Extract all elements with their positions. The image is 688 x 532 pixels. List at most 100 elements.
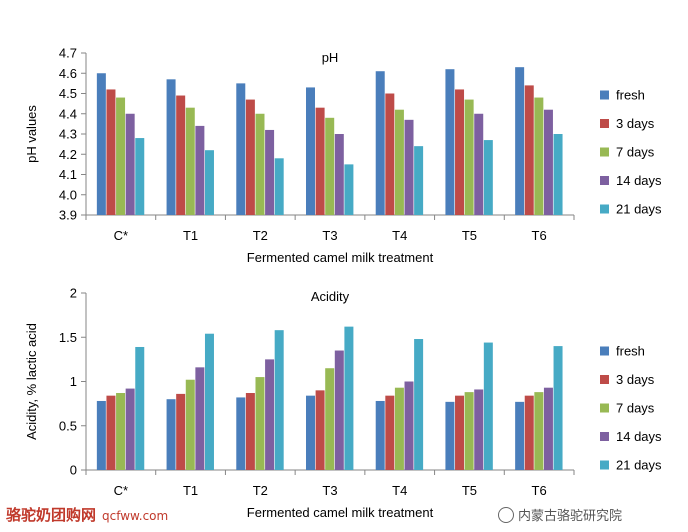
footer-site-url: qcfww.com (102, 509, 169, 523)
legend-swatch (600, 204, 609, 214)
legend-swatch (600, 346, 609, 356)
bar-3-days-T6 (524, 85, 534, 216)
bar-21-days-T3 (344, 164, 354, 215)
bar-fresh-T4 (375, 71, 385, 215)
legend-label: 3 days (616, 116, 655, 131)
legend-label: 7 days (616, 145, 655, 160)
bar-14-days-C (125, 388, 135, 470)
legend-swatch (600, 119, 609, 128)
bar-7-days-T5 (464, 392, 474, 470)
bar-fresh-T3 (306, 395, 315, 470)
x-tick-label: T1 (183, 228, 198, 243)
bar-14-days-T2 (265, 359, 275, 470)
y-tick-label: 1 (70, 374, 77, 389)
bar-14-days-T4 (404, 119, 414, 215)
bar-3-days-T6 (524, 395, 534, 470)
footer-site-name: 骆驼奶团购网 (6, 506, 97, 524)
bar-21-days-T6 (553, 346, 563, 470)
bar-fresh-T6 (515, 401, 525, 470)
bar-14-days-T1 (195, 367, 205, 470)
footer-watermark-left: 骆驼奶团购网 qcfww.com (6, 504, 168, 525)
y-tick-label: 2 (70, 286, 77, 301)
bar-3-days-T1 (176, 393, 186, 470)
x-tick-label: T4 (392, 228, 407, 243)
bar-14-days-T1 (195, 125, 205, 215)
y-tick-label: 4.6 (59, 66, 77, 81)
x-tick-label: T5 (462, 483, 477, 498)
bar-7-days-T3 (325, 117, 335, 215)
bar-7-days-T3 (325, 368, 335, 470)
legend-label: 21 days (616, 202, 662, 217)
bar-7-days-T2 (255, 377, 265, 470)
bar-fresh-T4 (375, 400, 385, 470)
legend-label: 14 days (616, 173, 662, 188)
y-axis-label: Acidity, % lactic acid (24, 323, 39, 440)
bar-7-days-T4 (394, 387, 404, 470)
wechat-icon (498, 507, 514, 523)
x-tick-label: T1 (183, 483, 198, 498)
y-tick-label: 0 (70, 463, 77, 478)
bar-21-days-T2 (274, 330, 284, 470)
y-axis-label: pH values (24, 105, 39, 163)
legend-swatch (600, 432, 609, 441)
bar-21-days-T2 (274, 158, 284, 215)
x-tick-label: C* (114, 483, 128, 498)
legend-swatch (600, 176, 609, 185)
bar-7-days-C (116, 97, 126, 215)
bar-21-days-T4 (414, 339, 424, 470)
legend-label: 7 days (616, 401, 655, 416)
legend-label: fresh (616, 344, 645, 359)
y-tick-label: 4.4 (59, 106, 77, 121)
chart-title: Acidity (311, 289, 350, 304)
bar-21-days-C (135, 138, 145, 215)
bar-fresh-T3 (306, 87, 315, 215)
legend-swatch (600, 147, 609, 157)
bar-fresh-T6 (515, 67, 525, 215)
x-tick-label: C* (114, 228, 128, 243)
y-tick-label: 4.3 (59, 127, 77, 142)
bar-3-days-T5 (455, 89, 465, 215)
legend-swatch (600, 403, 609, 413)
bar-14-days-T3 (334, 134, 344, 215)
bar-14-days-C (125, 113, 135, 215)
bar-3-days-T3 (315, 390, 325, 470)
footer-watermark-right: 内蒙古骆驼研究院 (498, 505, 622, 524)
bar-14-days-T3 (334, 350, 344, 470)
bar-3-days-T4 (385, 395, 395, 470)
bar-21-days-T1 (204, 333, 214, 470)
bar-7-days-T1 (185, 379, 195, 470)
bar-21-days-T6 (553, 134, 563, 215)
bar-14-days-T5 (474, 113, 484, 215)
bar-fresh-T2 (236, 397, 246, 470)
chart-title: pH (322, 50, 339, 65)
x-tick-label: T2 (253, 483, 268, 498)
bar-3-days-T5 (455, 395, 465, 470)
bar-7-days-C (116, 393, 126, 470)
y-tick-label: 3.9 (59, 208, 77, 223)
x-tick-label: T4 (392, 483, 407, 498)
bar-7-days-T5 (464, 99, 474, 215)
bar-fresh-T2 (236, 83, 246, 215)
bar-3-days-C (106, 89, 116, 215)
y-tick-label: 0.5 (59, 418, 77, 433)
bar-7-days-T4 (394, 109, 404, 215)
x-tick-label: T3 (322, 228, 337, 243)
bar-fresh-T1 (166, 79, 176, 215)
legend-label: 3 days (616, 372, 655, 387)
x-tick-label: T5 (462, 228, 477, 243)
bar-14-days-T5 (474, 389, 484, 470)
bar-fresh-T5 (445, 69, 455, 215)
footer-account-name: 内蒙古骆驼研究院 (518, 509, 623, 524)
bar-3-days-T3 (315, 107, 325, 215)
bar-fresh-T1 (166, 399, 176, 470)
bar-21-days-T5 (483, 140, 493, 215)
bar-14-days-T6 (543, 109, 553, 215)
y-tick-label: 4.1 (59, 167, 77, 182)
bar-21-days-T3 (344, 326, 354, 470)
bar-3-days-T1 (176, 95, 186, 215)
bar-14-days-T2 (265, 129, 275, 215)
bar-fresh-C (96, 73, 106, 215)
legend-swatch (600, 90, 609, 100)
legend-label: 14 days (616, 429, 662, 444)
bar-3-days-T2 (245, 393, 255, 470)
